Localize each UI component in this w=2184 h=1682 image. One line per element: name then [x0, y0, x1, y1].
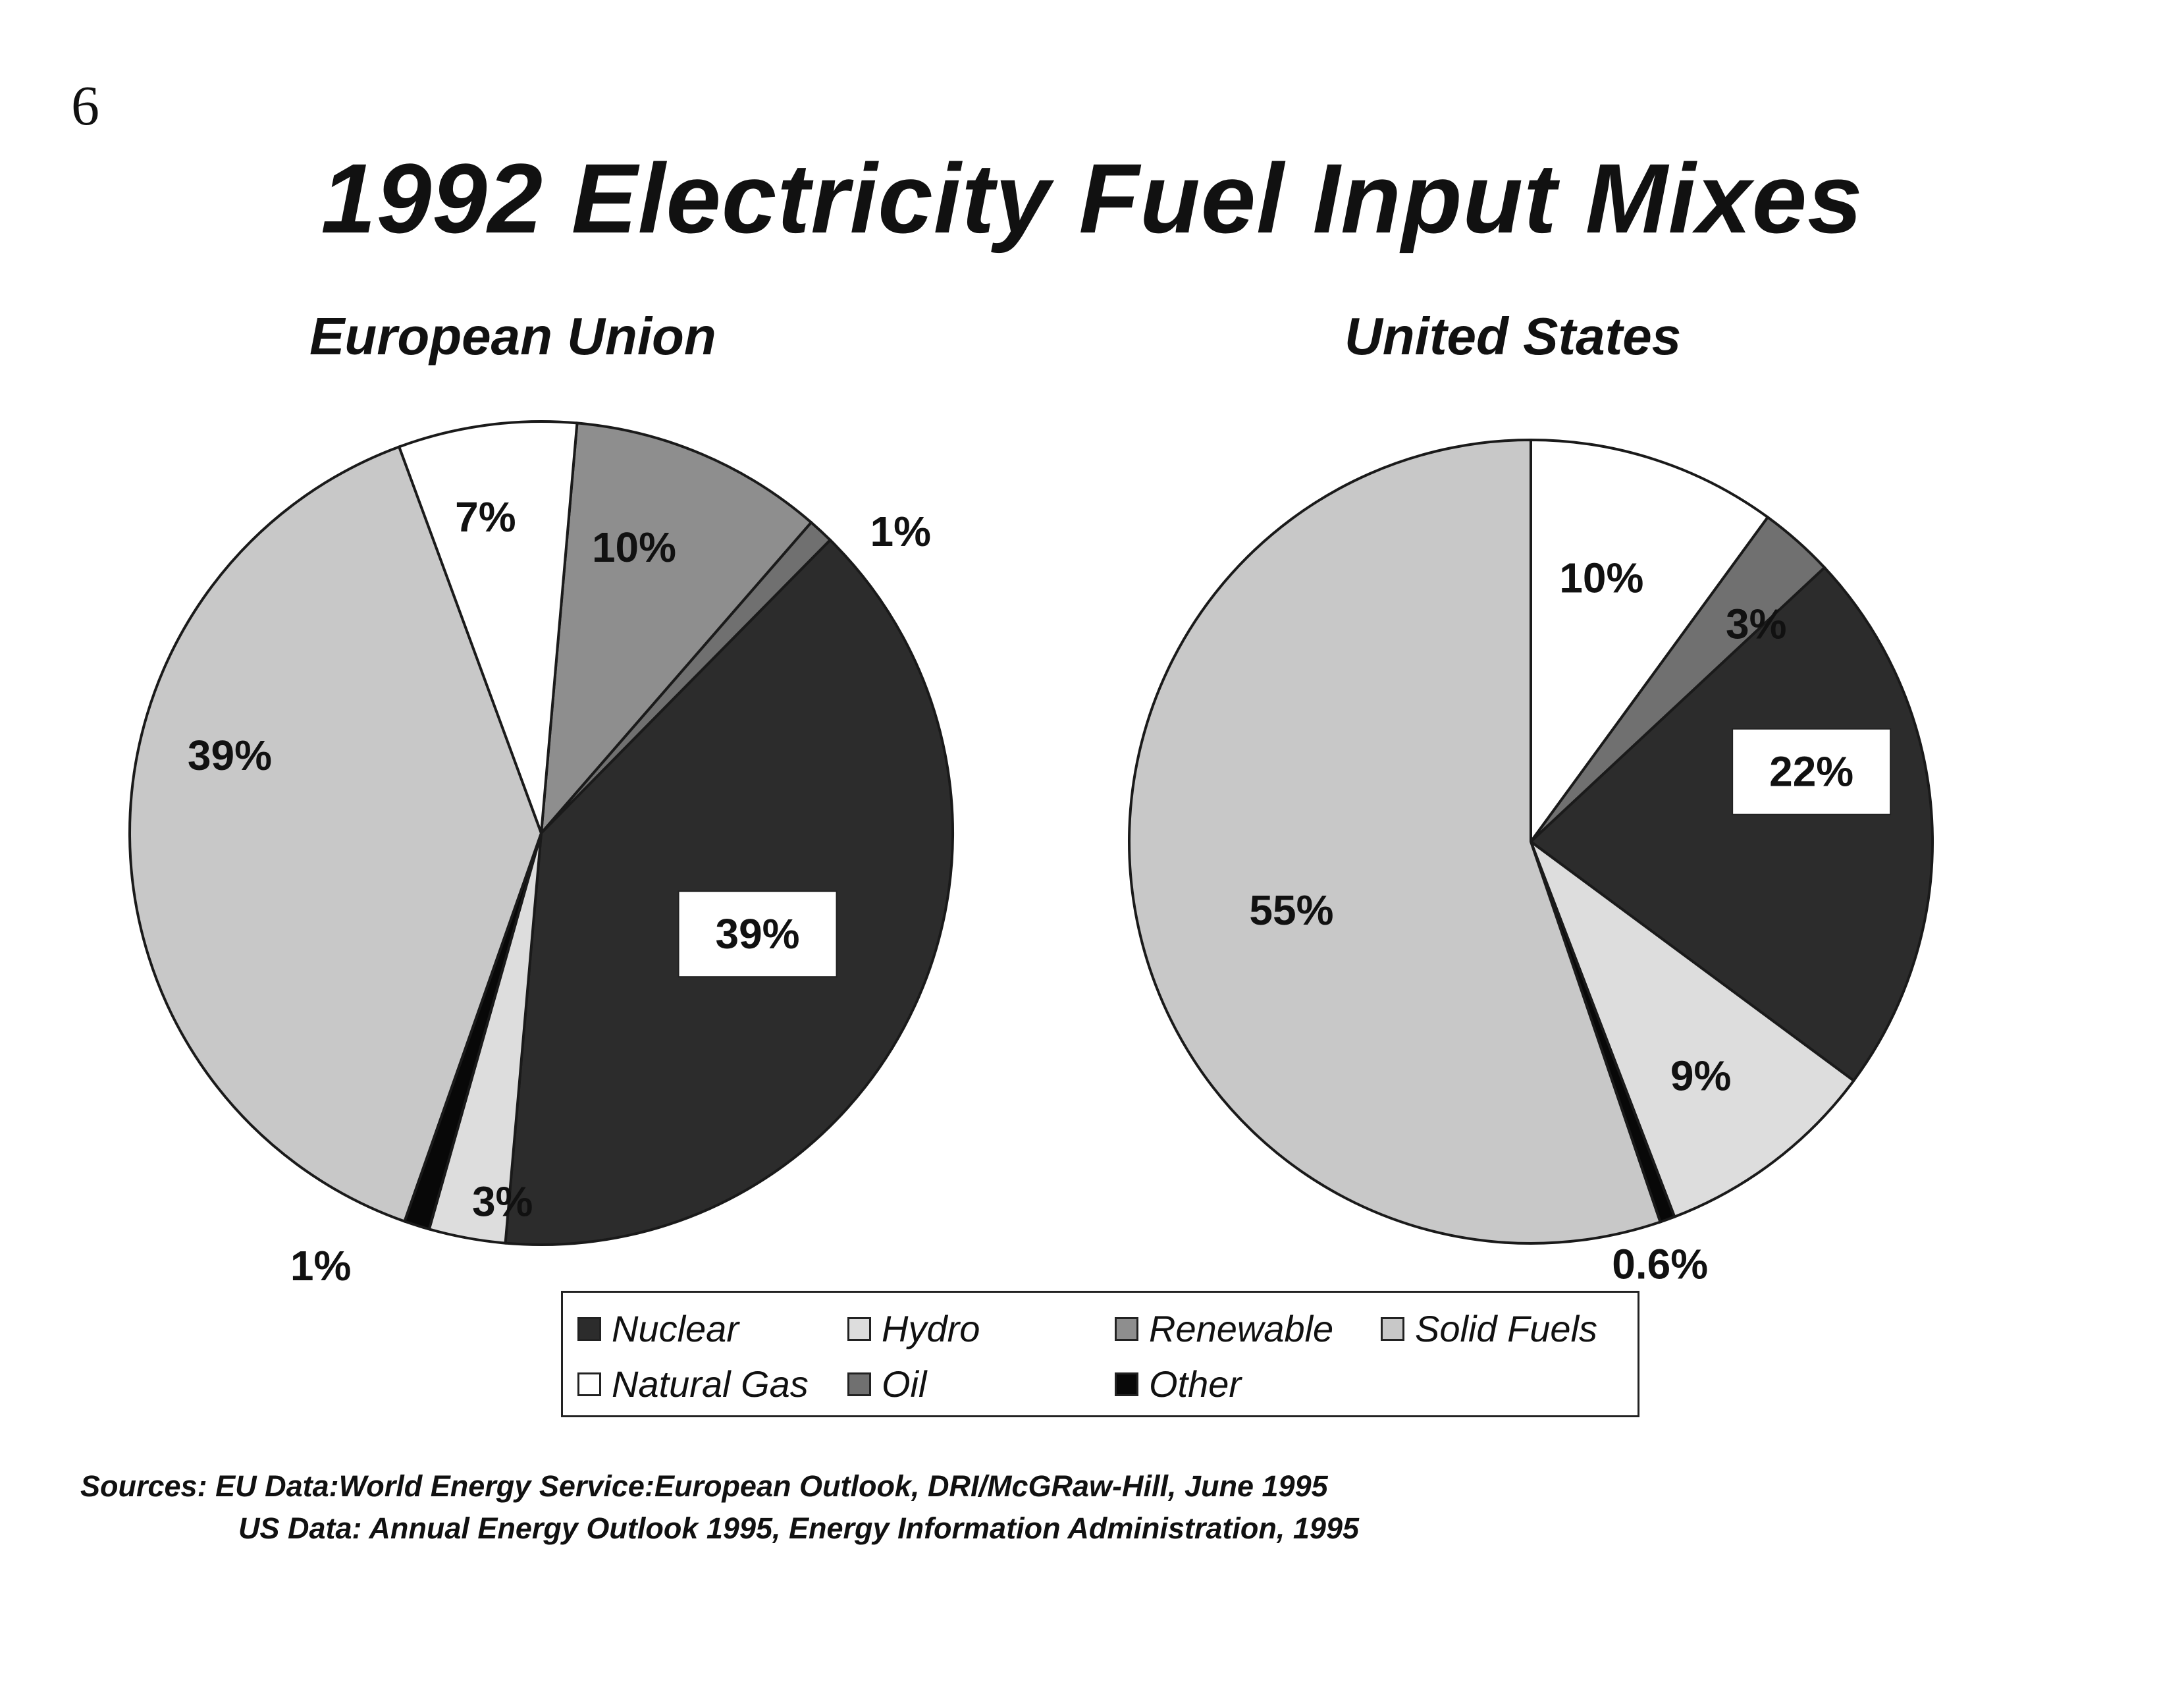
legend: Nuclear Hydro Renewable Solid Fuels Natu… [561, 1291, 1639, 1417]
data-label-other: 0.6% [1612, 1241, 1708, 1288]
legend-label: Nuclear [612, 1308, 739, 1349]
pie-slice-hydro [1528, 838, 1856, 1219]
data-label-box [1732, 728, 1892, 815]
legend-item-other: Other [1115, 1363, 1241, 1405]
data-label-natural-gas: 7% [455, 493, 516, 541]
legend-swatch [847, 1372, 871, 1396]
pie-slice-natural-gas [1530, 438, 1770, 846]
data-label-solid-fuels: 55% [1249, 886, 1333, 934]
legend-label: Oil [882, 1363, 927, 1405]
data-label-hydro: 9% [1670, 1052, 1732, 1099]
legend-item-oil: Oil [847, 1363, 926, 1405]
page-title: 1992 Electricity Fuel Input Mixes [321, 143, 1863, 254]
legend-item-solid-fuels: Solid Fuels [1381, 1307, 1597, 1350]
legend-swatch [1381, 1316, 1404, 1341]
pie-slice-nuclear [1528, 566, 1934, 1083]
data-label-nuclear: 22% [1769, 748, 1853, 796]
pie-slice-solid-fuels [128, 445, 543, 1224]
pie-slice-renewable [539, 421, 813, 837]
sources-note: Sources: EU Data:World Energy Service:Eu… [80, 1465, 1359, 1550]
eu-chart-title: European Union [309, 307, 716, 366]
sources-line-us: US Data: Annual Energy Outlook 1995, Ene… [238, 1511, 1360, 1545]
legend-swatch [577, 1372, 601, 1396]
legend-item-natural-gas: Natural Gas [577, 1363, 809, 1405]
legend-label: Other [1149, 1363, 1242, 1405]
legend-label: Solid Fuels [1415, 1308, 1598, 1349]
pie-slice-natural-gas [397, 420, 579, 834]
legend-label: Natural Gas [612, 1363, 809, 1405]
data-label-solid-fuels: 39% [188, 732, 272, 779]
data-label-oil: 3% [1726, 600, 1787, 647]
data-label-hydro: 3% [472, 1178, 533, 1225]
legend-item-hydro: Hydro [847, 1307, 980, 1350]
legend-swatch [1115, 1372, 1138, 1396]
legend-swatch [577, 1316, 601, 1341]
data-label-box [678, 890, 838, 978]
sources-line-eu: Sources: EU Data:World Energy Service:Eu… [80, 1469, 1328, 1503]
data-label-nuclear: 39% [715, 910, 799, 958]
legend-label: Renewable [1149, 1308, 1334, 1349]
us-chart-title: United States [1345, 307, 1682, 366]
legend-item-renewable: Renewable [1115, 1307, 1333, 1350]
legend-label: Hydro [882, 1308, 980, 1349]
data-label-natural-gas: 10% [1559, 554, 1643, 601]
pie-slice-solid-fuels [1128, 438, 1663, 1245]
data-label-oil: 1% [870, 508, 932, 555]
data-label-renewable: 10% [592, 524, 676, 571]
legend-swatch [847, 1316, 871, 1341]
legend-item-nuclear: Nuclear [577, 1307, 739, 1350]
data-label-other: 1% [290, 1242, 352, 1289]
legend-swatch [1115, 1316, 1138, 1341]
page-number: 6 [71, 74, 99, 137]
